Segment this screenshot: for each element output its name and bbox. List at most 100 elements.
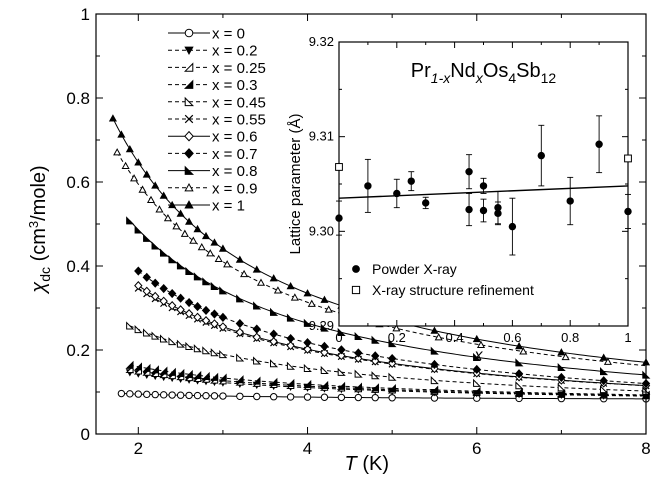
data-point bbox=[197, 243, 206, 251]
legend-marker bbox=[184, 28, 194, 38]
data-point bbox=[430, 346, 439, 355]
y-tick-label: 0 bbox=[81, 425, 90, 444]
data-point bbox=[193, 302, 202, 312]
data-point bbox=[168, 255, 177, 264]
inset-x-tick-label: 0 bbox=[335, 330, 342, 345]
refinement-marker bbox=[624, 154, 632, 163]
data-point bbox=[286, 361, 296, 370]
data-point bbox=[286, 313, 296, 322]
data-point-shape bbox=[218, 373, 227, 382]
y-axis-label-sup: 3 bbox=[26, 221, 41, 228]
main-plot: 00.20.40.60.812 4 6 8T (K)χdc (cm3/mole)x =… bbox=[26, 5, 651, 475]
data-point-shape bbox=[167, 367, 176, 376]
inset-data-point bbox=[407, 171, 415, 192]
data-point bbox=[176, 305, 185, 315]
data-point bbox=[235, 375, 244, 384]
data-point bbox=[303, 393, 312, 401]
data-point bbox=[151, 331, 160, 340]
data-point bbox=[320, 347, 329, 358]
data-point bbox=[184, 309, 194, 319]
powder-marker bbox=[624, 207, 632, 216]
y-tick-label: 0.6 bbox=[66, 173, 90, 192]
data-point bbox=[599, 376, 608, 386]
legend-marker bbox=[184, 200, 194, 209]
data-point bbox=[235, 318, 245, 329]
y-axis-label: χdc (cm3/mole) bbox=[26, 165, 53, 294]
legend-marker bbox=[184, 114, 194, 124]
data-point bbox=[193, 391, 202, 400]
data-point bbox=[167, 367, 176, 376]
x-axis-label-unit: (K) bbox=[357, 453, 389, 474]
data-point bbox=[146, 195, 156, 204]
data-point bbox=[434, 333, 443, 341]
powder-marker bbox=[335, 214, 343, 222]
legend-label: x = 0.8 bbox=[212, 163, 257, 180]
data-point bbox=[138, 185, 147, 193]
data-point bbox=[202, 392, 210, 400]
data-point bbox=[392, 324, 401, 332]
data-point bbox=[370, 383, 379, 392]
data-point bbox=[514, 387, 523, 397]
inset-x-tick-label: 0.6 bbox=[503, 330, 521, 345]
data-point bbox=[430, 359, 439, 370]
data-point bbox=[142, 363, 151, 372]
data-point bbox=[130, 174, 139, 182]
data-point bbox=[210, 281, 219, 290]
data-point bbox=[134, 266, 143, 276]
data-point bbox=[337, 367, 346, 376]
y-axis-label-sub: dc bbox=[37, 267, 53, 282]
series-3 bbox=[125, 360, 650, 399]
data-point bbox=[256, 278, 266, 286]
data-point bbox=[320, 393, 329, 401]
data-point bbox=[473, 378, 482, 387]
legend-label: x = 0.6 bbox=[212, 129, 257, 146]
data-point bbox=[337, 327, 346, 337]
data-point bbox=[134, 390, 143, 398]
data-point bbox=[269, 307, 279, 316]
data-point bbox=[167, 301, 177, 311]
powder-marker bbox=[465, 205, 473, 214]
powder-marker bbox=[479, 182, 488, 190]
data-point bbox=[514, 369, 524, 379]
data-point-shape bbox=[210, 372, 219, 381]
inset-data-point bbox=[508, 197, 517, 256]
data-point bbox=[269, 274, 278, 282]
data-point bbox=[286, 281, 295, 290]
legend-marker bbox=[183, 62, 194, 72]
data-point bbox=[125, 144, 134, 153]
legend-marker bbox=[183, 79, 194, 89]
powder-marker bbox=[494, 209, 502, 218]
inset-legend-label: Powder X-ray bbox=[372, 261, 457, 277]
powder-marker bbox=[393, 189, 401, 198]
inset-legend: Powder X-ray X-ray structure refinement bbox=[351, 261, 534, 298]
legend-marker bbox=[184, 148, 194, 159]
data-point bbox=[387, 383, 396, 393]
data-point bbox=[371, 351, 380, 361]
data-point bbox=[185, 217, 194, 225]
data-point bbox=[184, 297, 194, 308]
data-point bbox=[210, 319, 219, 329]
inset-title-part: Pr bbox=[411, 60, 431, 82]
data-point bbox=[253, 392, 261, 401]
data-point bbox=[235, 255, 244, 263]
data-point bbox=[117, 389, 126, 398]
inset-data-point bbox=[494, 201, 502, 226]
data-point bbox=[320, 323, 329, 332]
data-point bbox=[557, 383, 566, 392]
data-point bbox=[126, 216, 135, 225]
legend-marker-shape bbox=[183, 79, 194, 89]
data-point bbox=[354, 369, 363, 378]
data-point bbox=[167, 288, 177, 299]
data-point bbox=[151, 291, 160, 301]
data-point bbox=[202, 346, 211, 355]
data-point bbox=[143, 390, 151, 399]
data-point bbox=[557, 372, 566, 383]
data-point bbox=[252, 265, 261, 273]
legend-label: x = 1 bbox=[212, 198, 245, 215]
y-tick-label: 0.2 bbox=[66, 341, 90, 360]
data-point bbox=[286, 393, 295, 401]
data-point bbox=[218, 244, 227, 252]
data-point bbox=[151, 181, 160, 189]
inset-x-tick-label: 0.4 bbox=[446, 330, 464, 345]
data-point bbox=[303, 338, 312, 348]
